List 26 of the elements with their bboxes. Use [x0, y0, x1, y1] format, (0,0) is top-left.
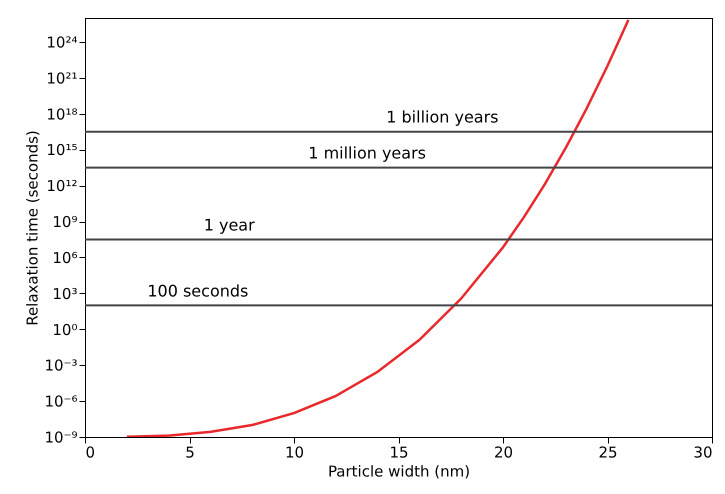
x-tick-label: 10 [284, 444, 304, 462]
y-axis-title: Relaxation time (seconds) [23, 130, 42, 326]
x-tick-label: 30 [693, 444, 712, 462]
x-axis-title: Particle width (nm) [328, 462, 470, 480]
x-tick-label: 20 [494, 444, 514, 462]
ref-line-label: 100 seconds [147, 281, 248, 300]
y-tick-label: 10⁹ [52, 213, 78, 232]
y-tick-label: 10¹⁸ [46, 105, 78, 124]
x-tick-label: 0 [86, 444, 96, 462]
y-tick-label: 10³ [52, 284, 78, 303]
y-tick-label: 10⁻⁶ [44, 392, 78, 411]
x-tick-label: 25 [598, 444, 618, 462]
ref-line-label: 1 million years [308, 144, 426, 163]
x-tick-label: 5 [185, 444, 195, 462]
y-tick-label: 10⁶ [52, 248, 78, 267]
y-tick-label: 10⁰ [52, 320, 78, 339]
y-tick-label: 10¹² [46, 177, 78, 196]
y-tick-label: 10⁻³ [44, 356, 78, 375]
ref-line-label: 1 billion years [386, 108, 499, 127]
y-tick-label: 10²¹ [46, 69, 78, 88]
x-tick-label: 15 [389, 444, 409, 462]
ref-line-label: 1 year [204, 215, 256, 234]
y-tick-label: 10¹⁵ [46, 141, 78, 160]
y-tick-label: 10²⁴ [46, 33, 78, 52]
line-series [126, 18, 630, 437]
y-tick-label: 10⁻⁹ [44, 428, 78, 446]
